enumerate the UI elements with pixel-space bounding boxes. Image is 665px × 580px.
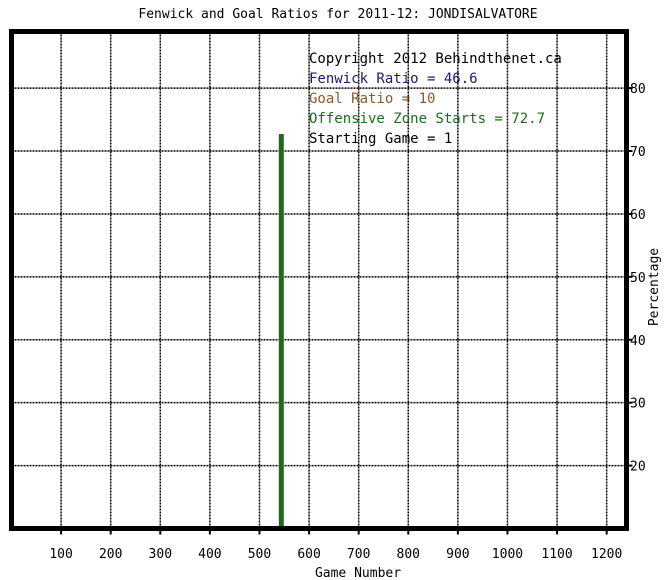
annotation-text: Goal Ratio = 10	[309, 91, 435, 107]
annotation-text: Fenwick Ratio = 46.6	[309, 71, 478, 87]
y-tick-label: 30	[630, 397, 646, 412]
y-tick-label: 20	[630, 460, 646, 475]
y-axis-label: Percentage	[647, 248, 662, 326]
x-tick-label: 1200	[591, 547, 622, 562]
x-tick-label: 900	[446, 547, 469, 562]
y-tick-label: 60	[630, 208, 646, 223]
y-tick-label: 70	[630, 145, 646, 160]
y-axis: 20 30 40 50 60 70 80	[626, 82, 646, 475]
plot-frame	[9, 29, 629, 531]
y-tick-label: 50	[630, 271, 646, 286]
annotation-text: Starting Game = 1	[309, 131, 452, 147]
x-tick-label: 1100	[541, 547, 572, 562]
y-tick-label: 80	[630, 82, 646, 97]
x-tick-label: 500	[248, 547, 271, 562]
chart-title: Fenwick and Goal Ratios for 2011-12: JON…	[138, 7, 537, 22]
grid	[11, 31, 627, 529]
x-axis: 100 200 300 400 500 600 700 800 900 1000 1100 1200	[49, 528, 622, 562]
x-tick-label: 200	[99, 547, 122, 562]
x-tick-label: 700	[347, 547, 370, 562]
annotations: Copyright 2012 Behindthenet.ca Fenwick Ra…	[309, 51, 562, 147]
x-axis-label: Game Number	[315, 566, 401, 580]
x-tick-label: 600	[297, 547, 320, 562]
x-tick-label: 100	[49, 547, 72, 562]
x-tick-label: 400	[198, 547, 221, 562]
x-tick-label: 1000	[492, 547, 523, 562]
y-tick-label: 40	[630, 334, 646, 349]
annotation-text: Offensive Zone Starts = 72.7	[309, 111, 545, 127]
x-tick-label: 300	[149, 547, 172, 562]
x-tick-label: 800	[397, 547, 420, 562]
annotation-text: Copyright 2012 Behindthenet.ca	[309, 51, 562, 67]
